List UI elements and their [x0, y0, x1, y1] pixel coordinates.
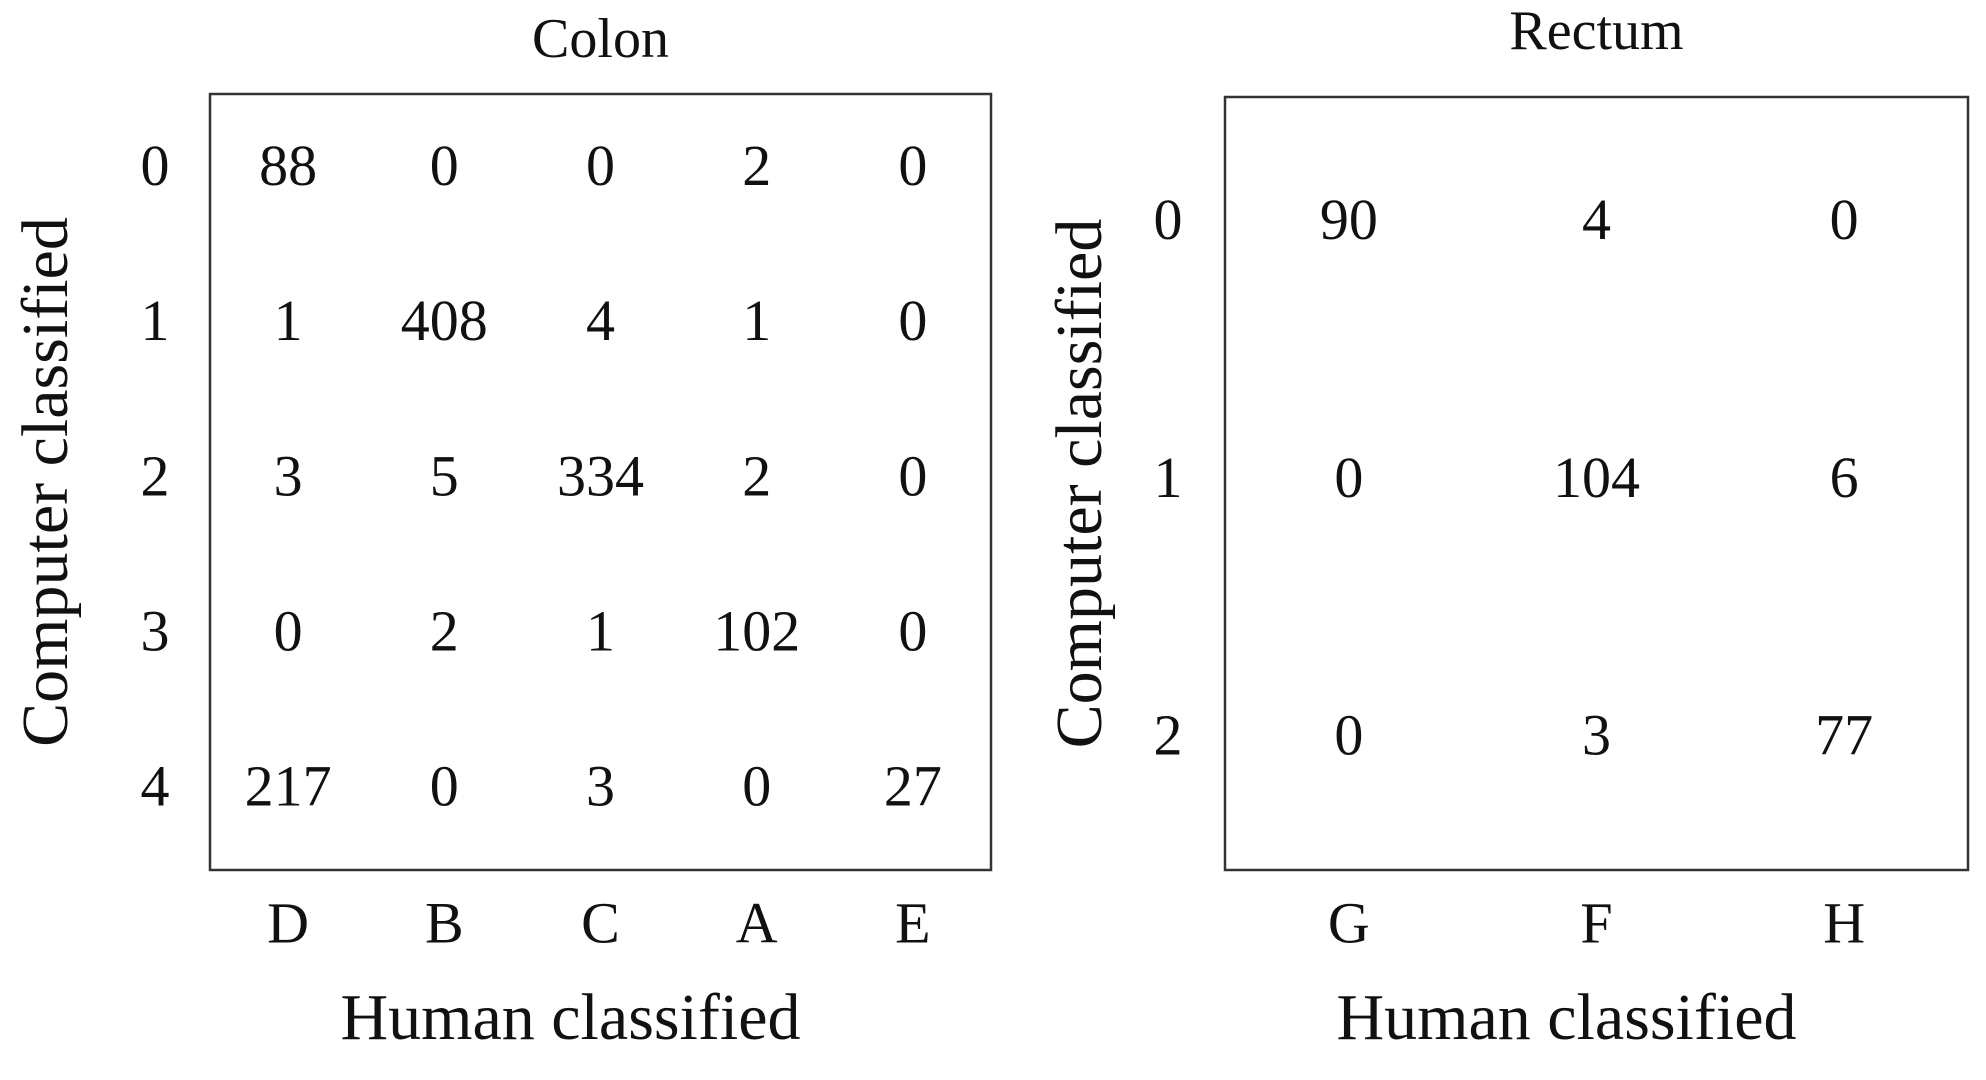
cell-value: 1 [586, 599, 615, 664]
cell-value: 1 [742, 288, 771, 353]
panel-title: Rectum [1509, 0, 1683, 62]
cell-value: 2 [742, 443, 771, 508]
cell-value: 77 [1815, 702, 1873, 767]
row-label: 2 [1154, 702, 1183, 767]
matrix-frame [208, 92, 993, 872]
row-label: 1 [1154, 445, 1183, 510]
cell-value: 0 [742, 754, 771, 819]
cell-value: 3 [586, 754, 615, 819]
cell-value: 90 [1320, 187, 1378, 252]
y-axis-label: Computer classified [9, 217, 82, 747]
cell-value: 104 [1553, 445, 1640, 510]
cell-value: 2 [430, 599, 459, 664]
row-label: 3 [141, 599, 170, 664]
cell-value: 0 [898, 599, 927, 664]
cell-value: 3 [274, 443, 303, 508]
row-label: 0 [141, 133, 170, 198]
cell-value: 4 [1582, 187, 1611, 252]
cell-value: 0 [1830, 187, 1859, 252]
cell-value: 102 [713, 599, 800, 664]
column-label: F [1580, 890, 1612, 955]
cell-value: 5 [430, 443, 459, 508]
cell-value: 0 [1334, 702, 1363, 767]
cell-value: 0 [586, 133, 615, 198]
row-label: 1 [141, 288, 170, 353]
column-label: D [267, 890, 309, 955]
row-label: 2 [141, 443, 170, 508]
column-label: B [425, 890, 464, 955]
cell-value: 6 [1830, 445, 1859, 510]
column-label: G [1328, 890, 1370, 955]
cell-value: 27 [884, 754, 942, 819]
cell-value: 88 [259, 133, 317, 198]
cell-value: 408 [401, 288, 488, 353]
cell-value: 3 [1582, 702, 1611, 767]
column-label: E [895, 890, 930, 955]
cell-value: 0 [898, 443, 927, 508]
cell-value: 0 [430, 133, 459, 198]
x-axis-label: Human classified [1336, 981, 1796, 1054]
cell-value: 0 [1334, 445, 1363, 510]
cell-value: 2 [742, 133, 771, 198]
y-axis-label: Computer classified [1043, 219, 1116, 749]
row-label: 0 [1154, 187, 1183, 252]
column-label: A [736, 890, 778, 955]
x-axis-label: Human classified [340, 981, 800, 1054]
cell-value: 0 [274, 599, 303, 664]
column-label: C [581, 890, 620, 955]
cell-value: 0 [898, 288, 927, 353]
cell-value: 1 [274, 288, 303, 353]
panel-title: Colon [532, 8, 669, 70]
matrix-frame [1223, 95, 1970, 872]
column-label: H [1823, 890, 1865, 955]
cell-value: 0 [430, 754, 459, 819]
cell-value: 4 [586, 288, 615, 353]
cell-value: 334 [557, 443, 644, 508]
cell-value: 217 [245, 754, 332, 819]
cell-value: 0 [898, 133, 927, 198]
row-label: 4 [141, 754, 170, 819]
